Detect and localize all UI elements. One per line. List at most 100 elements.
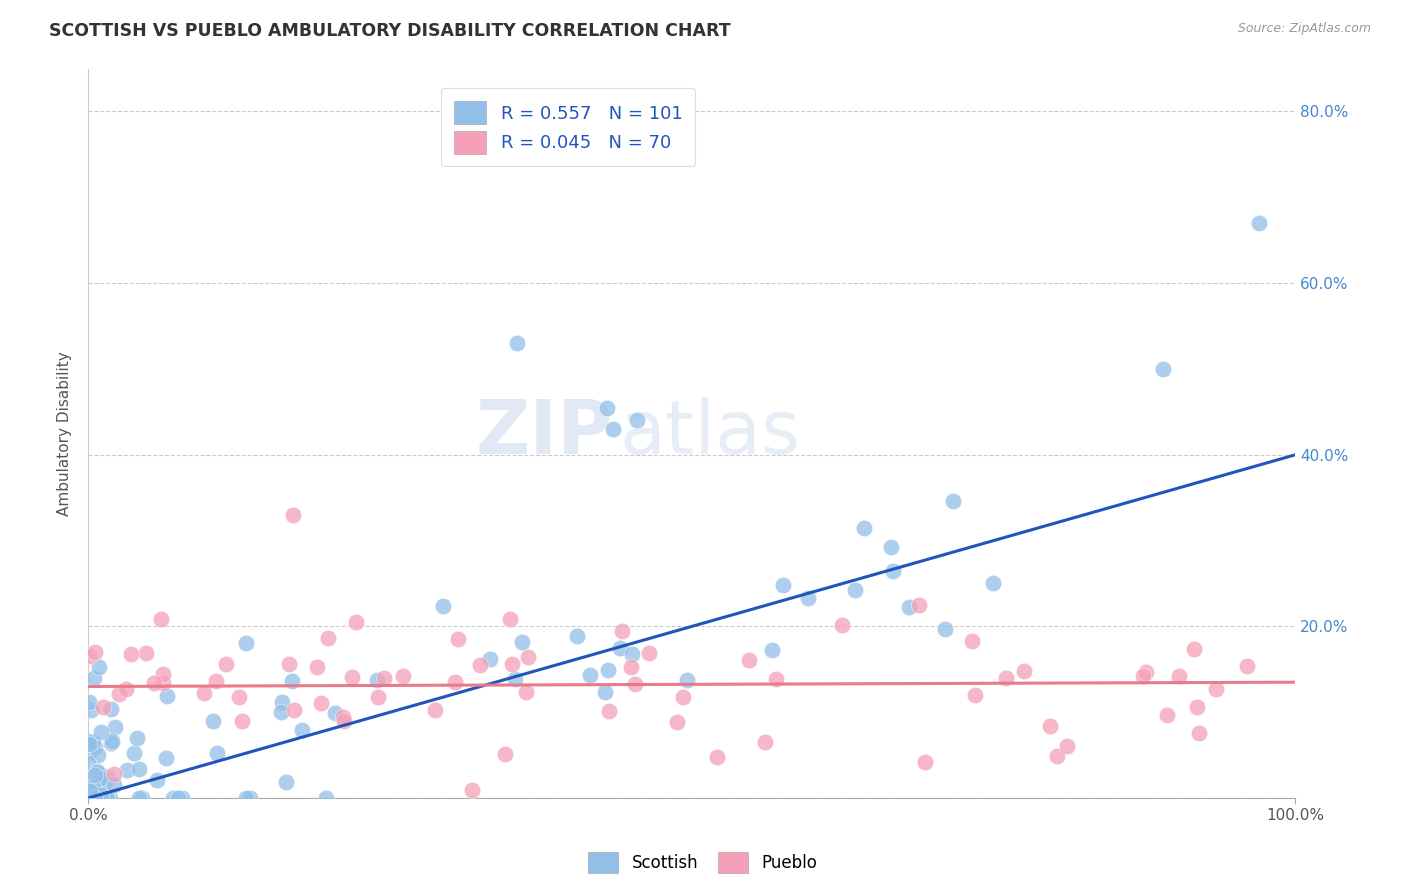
Text: ZIP: ZIP [477, 397, 613, 470]
Point [145, 772, 167, 787]
Point [479, 652, 502, 666]
Point [235, 636, 257, 650]
Point [960, 634, 983, 648]
Point [738, 653, 761, 667]
Point [1156, 707, 1178, 722]
Point [844, 582, 866, 597]
Point [156, 689, 179, 703]
Point [1046, 748, 1069, 763]
Point [90, 771, 112, 785]
Point [270, 706, 292, 720]
Point [897, 599, 920, 614]
Point [86, 764, 108, 778]
Point [84, 791, 107, 805]
Legend: R = 0.557   N = 101, R = 0.045   N = 70: R = 0.557 N = 101, R = 0.045 N = 70 [441, 88, 695, 167]
Point [340, 670, 363, 684]
Point [1132, 669, 1154, 683]
Point [84, 786, 107, 800]
Point [598, 704, 620, 718]
Point [77, 791, 100, 805]
Point [77, 772, 100, 786]
Point [981, 576, 1004, 591]
Point [965, 688, 987, 702]
Point [831, 617, 853, 632]
Point [610, 624, 633, 638]
Point [83, 768, 105, 782]
Point [155, 751, 177, 765]
Point [882, 564, 904, 578]
Point [79, 791, 101, 805]
Point [82, 734, 104, 748]
Point [432, 599, 454, 613]
Point [672, 690, 695, 704]
Point [80, 791, 103, 805]
Point [676, 673, 699, 687]
Point [344, 615, 367, 629]
Point [425, 703, 447, 717]
Point [852, 521, 875, 535]
Point [87, 660, 110, 674]
Point [96, 791, 118, 805]
Point [77, 791, 100, 805]
Point [100, 702, 122, 716]
Point [120, 647, 142, 661]
Y-axis label: Ambulatory Disability: Ambulatory Disability [58, 351, 72, 516]
Point [193, 686, 215, 700]
Point [517, 649, 540, 664]
Point [98, 791, 121, 805]
Point [91, 768, 114, 782]
Point [994, 671, 1017, 685]
Point [309, 696, 332, 710]
Point [1039, 718, 1062, 732]
Point [283, 508, 305, 522]
Point [332, 710, 354, 724]
Point [596, 664, 619, 678]
Point [1249, 216, 1271, 230]
Point [444, 675, 467, 690]
Point [1012, 665, 1035, 679]
Point [80, 703, 103, 717]
Point [316, 631, 339, 645]
Point [907, 599, 929, 613]
Point [515, 685, 537, 699]
Legend: Scottish, Pueblo: Scottish, Pueblo [582, 846, 824, 880]
Point [86, 765, 108, 780]
Text: atlas: atlas [620, 397, 800, 470]
Point [1185, 700, 1208, 714]
Point [1056, 739, 1078, 754]
Point [103, 767, 125, 781]
Point [470, 658, 492, 673]
Point [77, 791, 100, 805]
Point [202, 714, 225, 729]
Point [626, 413, 648, 427]
Point [291, 723, 314, 738]
Point [333, 714, 356, 728]
Point [100, 736, 122, 750]
Point [367, 690, 389, 705]
Point [593, 685, 616, 699]
Point [77, 791, 100, 805]
Point [274, 775, 297, 789]
Point [127, 731, 149, 745]
Point [942, 493, 965, 508]
Point [609, 641, 631, 656]
Point [77, 695, 100, 709]
Point [596, 401, 619, 415]
Text: Source: ZipAtlas.com: Source: ZipAtlas.com [1237, 22, 1371, 36]
Point [914, 756, 936, 770]
Point [567, 629, 589, 643]
Point [170, 791, 193, 805]
Point [1152, 362, 1174, 376]
Point [84, 645, 107, 659]
Point [761, 643, 783, 657]
Point [235, 791, 257, 805]
Point [499, 612, 522, 626]
Point [214, 657, 236, 672]
Point [166, 791, 188, 805]
Point [325, 706, 347, 721]
Point [162, 791, 184, 805]
Point [1205, 681, 1227, 696]
Point [315, 791, 337, 805]
Point [77, 737, 100, 751]
Point [115, 682, 138, 697]
